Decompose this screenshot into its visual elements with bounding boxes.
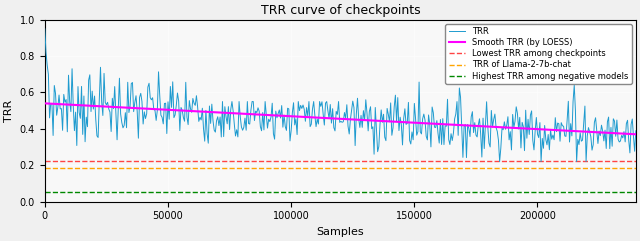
Smooth TRR (by LOESS) <box>393 120 401 123</box>
TRR of Llama-2-7b-chat <box>41 167 49 169</box>
Smooth TRR (by LOESS) <box>325 117 333 120</box>
Smooth TRR (by LOESS) <box>361 119 369 121</box>
Smooth TRR (by LOESS) <box>525 127 533 130</box>
Line: Smooth TRR (by LOESS): Smooth TRR (by LOESS) <box>45 103 636 134</box>
TRR <box>361 119 369 122</box>
Legend: TRR, Smooth TRR (by LOESS), Lowest TRR among checkpoints, TRR of Llama-2-7b-chat: TRR, Smooth TRR (by LOESS), Lowest TRR a… <box>445 24 632 84</box>
Smooth TRR (by LOESS) <box>618 132 625 135</box>
TRR <box>632 129 639 132</box>
TRR <box>527 114 534 117</box>
TRR of Llama-2-7b-chat <box>41 167 49 169</box>
Smooth TRR (by LOESS) <box>41 102 49 105</box>
Smooth TRR (by LOESS) <box>632 133 639 136</box>
TRR <box>322 102 330 105</box>
TRR <box>325 117 333 120</box>
TRR <box>41 27 49 30</box>
Lowest TRR among checkpoints <box>41 159 49 162</box>
Y-axis label: TRR: TRR <box>4 100 14 122</box>
Lowest TRR among checkpoints <box>41 159 49 162</box>
X-axis label: Samples: Samples <box>317 227 364 237</box>
Line: TRR: TRR <box>45 29 636 161</box>
TRR <box>393 120 401 123</box>
Title: TRR curve of checkpoints: TRR curve of checkpoints <box>260 4 420 17</box>
Highest TRR among negative models <box>41 190 49 193</box>
TRR <box>496 160 504 163</box>
Smooth TRR (by LOESS) <box>322 117 330 120</box>
TRR <box>619 136 627 139</box>
Highest TRR among negative models <box>41 190 49 193</box>
